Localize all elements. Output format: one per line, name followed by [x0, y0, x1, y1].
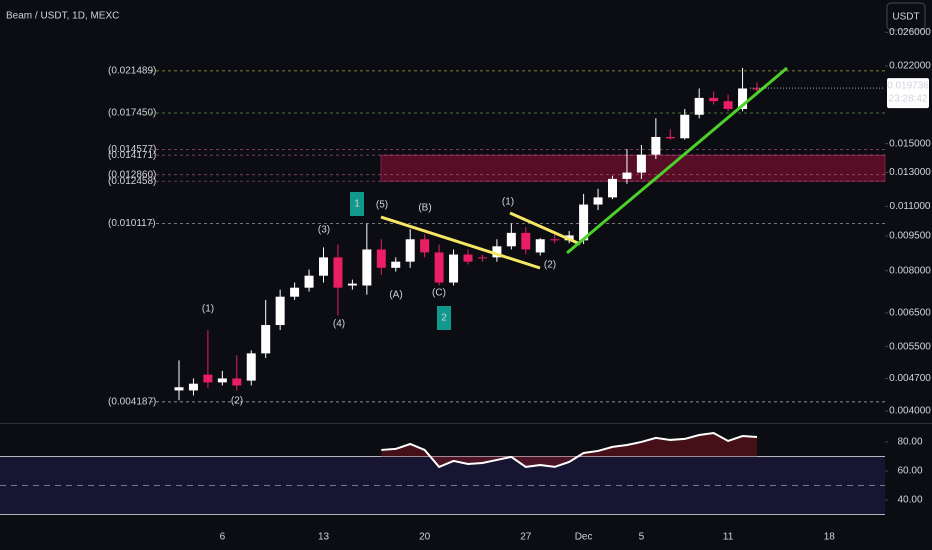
trend-line — [380, 215, 541, 270]
candle-body — [665, 136, 675, 139]
wave-label: (C) — [432, 288, 446, 299]
level-label: (0.014577) — [108, 144, 156, 155]
y-tick-label: 0.004000 — [889, 406, 931, 417]
last-price-box — [887, 78, 929, 109]
rsi-tick-label: 40.00 — [897, 495, 922, 506]
wave-label: (B) — [418, 203, 431, 214]
y-tick-label: 0.022000 — [889, 61, 931, 72]
y-tick-label: 0.008000 — [889, 265, 931, 276]
candle-body — [521, 232, 531, 250]
wave-label: (4) — [333, 319, 345, 330]
trend-line — [509, 211, 581, 246]
wave-label: (2) — [544, 260, 556, 271]
candle-body — [304, 275, 314, 288]
currency-button[interactable] — [886, 2, 926, 31]
y-tick-label: 0.026000 — [889, 27, 931, 38]
candle-body — [680, 114, 690, 139]
candle-body — [608, 178, 617, 198]
candle-body — [709, 97, 719, 102]
wave-label: (2) — [231, 396, 243, 407]
currency-button-label[interactable]: USDT — [892, 12, 919, 23]
candle-body — [261, 325, 271, 354]
candle-body — [246, 353, 256, 381]
candle-body — [376, 249, 386, 268]
rsi-tick-label: 60.00 — [897, 466, 922, 477]
wave-label: (5) — [376, 200, 388, 211]
candle-body — [477, 257, 487, 259]
x-tick-label: 11 — [723, 532, 734, 543]
candle-body — [217, 378, 227, 383]
level-label: (0.021489) — [108, 66, 156, 77]
y-tick-label: 0.005500 — [889, 341, 931, 352]
candle-body — [405, 239, 415, 262]
candle-body — [463, 254, 473, 262]
last-price-label: 0.019736 — [887, 81, 929, 92]
y-tick-label: 0.011000 — [890, 201, 931, 212]
level-label: (0.010117) — [108, 218, 156, 229]
wave-box — [437, 306, 451, 330]
candle-body — [622, 172, 632, 179]
candle-body — [694, 97, 704, 115]
y-tick-label: 0.006500 — [889, 307, 931, 318]
rsi-line — [381, 431, 758, 469]
candle-body — [275, 296, 285, 326]
candle-body — [449, 254, 459, 283]
rsi-area — [381, 432, 757, 467]
wave-label: 1 — [354, 199, 360, 210]
candle-body — [319, 257, 328, 276]
candle-body — [550, 239, 560, 241]
candle-body — [420, 239, 430, 253]
candle-body — [434, 252, 444, 283]
trend-line — [566, 66, 788, 255]
level-label: (0.004187) — [108, 396, 156, 407]
y-tick-label: 0.015000 — [889, 138, 931, 149]
x-tick-label: Dec — [575, 532, 593, 543]
candle-body — [232, 378, 242, 386]
level-label: (0.012458) — [108, 176, 156, 187]
x-tick-label: 20 — [419, 532, 431, 543]
wave-label: (3) — [318, 225, 330, 236]
x-tick-label: 6 — [220, 532, 226, 543]
candle-body — [347, 283, 357, 286]
y-tick-label: 0.004700 — [889, 373, 931, 384]
candle-body — [391, 261, 401, 268]
candle-body — [506, 232, 516, 247]
rsi-tick-label: 80.00 — [897, 437, 922, 448]
candle-body — [492, 246, 502, 258]
x-tick-label: 18 — [824, 532, 836, 543]
candle-body — [535, 239, 545, 253]
x-tick-label: 13 — [318, 532, 330, 543]
countdown: 23:28:42 — [889, 94, 928, 105]
candle-body — [203, 374, 213, 383]
zone — [380, 154, 886, 182]
candle-body — [290, 287, 300, 297]
candle-body — [579, 204, 589, 241]
x-tick-label: 27 — [520, 532, 532, 543]
level-label: (0.014171) — [108, 150, 156, 161]
candle-body — [651, 136, 661, 155]
candle-body — [593, 197, 603, 205]
candle-body — [723, 101, 733, 109]
wave-label: 2 — [441, 313, 447, 324]
candle-body — [738, 88, 748, 109]
candle-body — [362, 249, 372, 286]
candle-body — [333, 257, 343, 288]
wave-box — [350, 192, 364, 216]
y-tick-label: 0.013000 — [889, 167, 931, 178]
level-label: (0.012860) — [108, 169, 156, 180]
candle-body — [188, 383, 198, 391]
y-tick-label: 0.009500 — [889, 231, 931, 242]
wave-label: (1) — [202, 304, 214, 315]
chart-title: Beam / USDT, 1D, MEXC — [6, 11, 119, 22]
level-label: (0.017450) — [108, 108, 156, 119]
candle-body — [636, 154, 646, 173]
candle-body — [752, 88, 762, 90]
x-tick-label: 5 — [639, 532, 645, 543]
wave-label: (1) — [502, 197, 514, 208]
candle-body — [174, 387, 184, 391]
wave-label: (A) — [389, 290, 402, 301]
